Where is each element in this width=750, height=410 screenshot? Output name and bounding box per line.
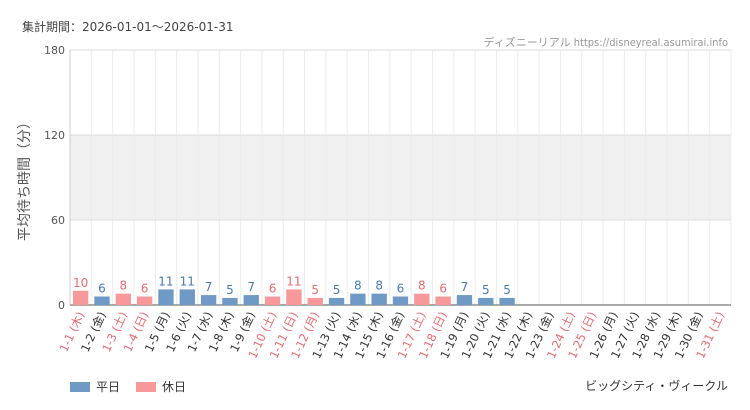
legend-swatch-holiday (136, 381, 157, 392)
data-label: 7 (205, 280, 213, 294)
data-label: 6 (397, 282, 405, 296)
data-label: 11 (158, 274, 173, 288)
data-label: 6 (141, 282, 149, 296)
data-label: 5 (503, 283, 511, 297)
data-label: 6 (269, 282, 277, 296)
data-label: 8 (375, 279, 383, 293)
data-label: 7 (247, 280, 255, 294)
bar (158, 289, 174, 305)
data-label: 11 (180, 274, 195, 288)
bar (478, 297, 494, 305)
shaded-band (70, 135, 731, 220)
y-tick-label: 0 (58, 299, 65, 312)
legend-item-weekday: 平日 (70, 378, 120, 395)
grid-band (70, 135, 731, 220)
legend-swatch-weekday (70, 381, 90, 392)
bar (243, 295, 259, 305)
bar (414, 293, 430, 305)
bar (307, 297, 323, 305)
bar (286, 289, 302, 305)
data-label: 8 (354, 279, 362, 293)
data-label: 5 (482, 283, 490, 297)
legend-item-holiday: 休日 (136, 378, 186, 395)
bar (371, 293, 387, 305)
bar (435, 296, 451, 305)
data-label: 5 (226, 283, 234, 297)
data-label: 7 (461, 280, 469, 294)
bar (456, 295, 473, 305)
data-label: 5 (311, 283, 319, 297)
attraction-name: ビッグシティ・ヴィークル (585, 379, 728, 393)
bar (72, 290, 89, 305)
data-label: 8 (418, 279, 426, 293)
bar (115, 293, 131, 305)
data-label: 5 (333, 283, 341, 297)
bar (264, 296, 281, 305)
legend-label-holiday: 休日 (162, 380, 187, 394)
legend: 平日 休日 (70, 378, 202, 395)
data-label: 11 (286, 274, 301, 288)
bar (136, 296, 153, 305)
bar (392, 296, 409, 305)
period-label: 集計期間：2026-01-01〜2026-01-31 (22, 20, 234, 34)
legend-label-weekday: 平日 (96, 380, 121, 394)
source-label: ディズニーリアル https://disneyreal.asumirai.inf… (483, 36, 728, 49)
bar (350, 293, 366, 305)
gridlines (69, 49, 732, 306)
bar (328, 297, 345, 305)
y-tick-labels: 0 60 120 180 (44, 44, 65, 312)
data-label: 10 (73, 276, 88, 290)
bar (179, 289, 195, 305)
bar (94, 296, 110, 305)
y-tick-label: 120 (44, 129, 65, 142)
data-label: 6 (439, 282, 447, 296)
bars (72, 289, 515, 305)
bar (200, 295, 217, 305)
x-tick-labels: 1-1 (木)1-2 (金)1-3 (土)1-4 (日)1-5 (月)1-6 (… (57, 309, 728, 360)
data-label: 6 (98, 282, 106, 296)
y-tick-label: 180 (44, 44, 65, 57)
bar (222, 297, 238, 305)
y-tick-label: 60 (51, 214, 65, 227)
data-label: 8 (119, 279, 127, 293)
bar (499, 297, 515, 305)
